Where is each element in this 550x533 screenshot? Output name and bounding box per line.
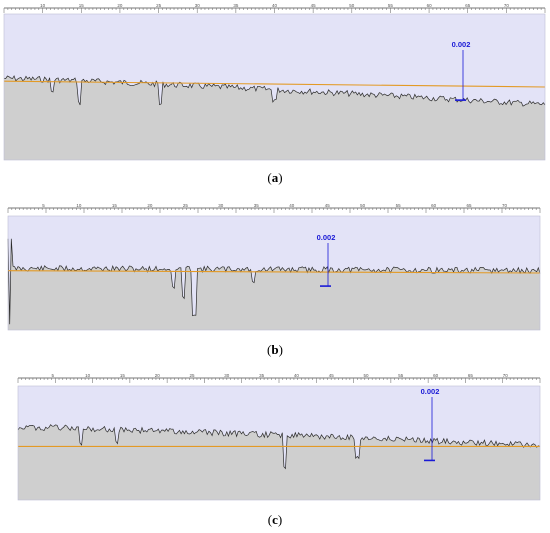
profile-panel-a: 10 15 20 25 30 35 40 45 50 55 60 65 70 0.002: [0, 0, 550, 162]
surface-area: [18, 424, 540, 500]
ruler-tick-label: 10: [40, 3, 46, 8]
ruler-tick-label: 5: [52, 373, 55, 378]
ruler-tick-label: 40: [294, 373, 300, 378]
caption-b: (b): [267, 342, 283, 357]
ruler-tick-label: 20: [147, 203, 153, 208]
ruler-tick-label: 35: [259, 373, 265, 378]
profile-line: [7, 238, 541, 325]
ruler-tick-label: 55: [396, 203, 402, 208]
ruler-tick-label: 70: [502, 203, 508, 208]
ruler-tick-label: 25: [156, 3, 162, 8]
profile-line: [17, 424, 541, 470]
ruler-tick-label: 15: [79, 3, 85, 8]
reference-line: [7, 270, 541, 274]
ruler-tick-label: 30: [195, 3, 201, 8]
ruler-tick-label: 5: [42, 203, 45, 208]
ruler-tick-label: 70: [503, 373, 509, 378]
plot-frame: [3, 13, 546, 161]
ruler-tick-label: 40: [272, 3, 278, 8]
ruler-tick-label: 20: [117, 3, 123, 8]
annotation-label: 0.002: [452, 40, 471, 49]
ruler-tick-label: 30: [218, 203, 224, 208]
ruler-tick-label: 70: [504, 3, 510, 8]
ruler-tick-label: 30: [224, 373, 230, 378]
caption-c: (c): [267, 512, 283, 527]
ruler-tick-label: 15: [120, 373, 126, 378]
profile-panel-b: 5 10 15 20 25 30 35 40 45 50 55 60 65 70 0.002: [0, 202, 550, 332]
ruler-tick-label: 65: [465, 3, 471, 8]
ruler-tick-label: 45: [325, 203, 331, 208]
ruler-tick-label: 35: [233, 3, 239, 8]
ruler-tick-label: 45: [311, 3, 317, 8]
annotation-label: 0.002: [317, 233, 336, 242]
ruler-tick-label: 10: [76, 203, 82, 208]
ruler-tick-label: 65: [468, 373, 474, 378]
ruler-tick-label: 60: [433, 373, 439, 378]
ruler-tick-label: 55: [398, 373, 404, 378]
ruler-tick-label: 25: [189, 373, 195, 378]
ruler-tick-label: 65: [467, 203, 473, 208]
annotation-label: 0.002: [421, 387, 440, 396]
ruler-tick-label: 35: [254, 203, 260, 208]
reference-line: [3, 80, 546, 88]
ruler-tick-label: 55: [388, 3, 394, 8]
profile-chart-c: 5 10 15 20 25 30 35 40 45 50 55 60 65 70 0.002: [17, 373, 541, 501]
ruler-tick-label: 45: [329, 373, 335, 378]
plot-frame: [7, 215, 541, 331]
ruler-tick-label: 50: [360, 203, 366, 208]
ruler-tick-label: 50: [363, 373, 369, 378]
profile-panel-c: 5 10 15 20 25 30 35 40 45 50 55 60 65 70 0.002: [0, 372, 550, 502]
profile-chart-a: 10 15 20 25 30 35 40 45 50 55 60 65 70 0.002: [3, 3, 546, 161]
ruler-tick-label: 20: [155, 373, 161, 378]
ruler-tick-label: 60: [427, 3, 433, 8]
ruler-tick-label: 60: [431, 203, 437, 208]
profile-line: [3, 75, 546, 107]
ruler-tick-label: 40: [289, 203, 295, 208]
ruler-tick-label: 15: [112, 203, 118, 208]
surface-area: [4, 75, 545, 160]
plot-frame: [17, 385, 541, 501]
surface-area: [8, 238, 540, 330]
ruler-tick-label: 25: [183, 203, 189, 208]
ruler-tick-label: 10: [85, 373, 91, 378]
profile-chart-b: 5 10 15 20 25 30 35 40 45 50 55 60 65 70 0.002: [7, 203, 541, 331]
caption-a: (a): [267, 170, 283, 185]
ruler-tick-label: 50: [349, 3, 355, 8]
